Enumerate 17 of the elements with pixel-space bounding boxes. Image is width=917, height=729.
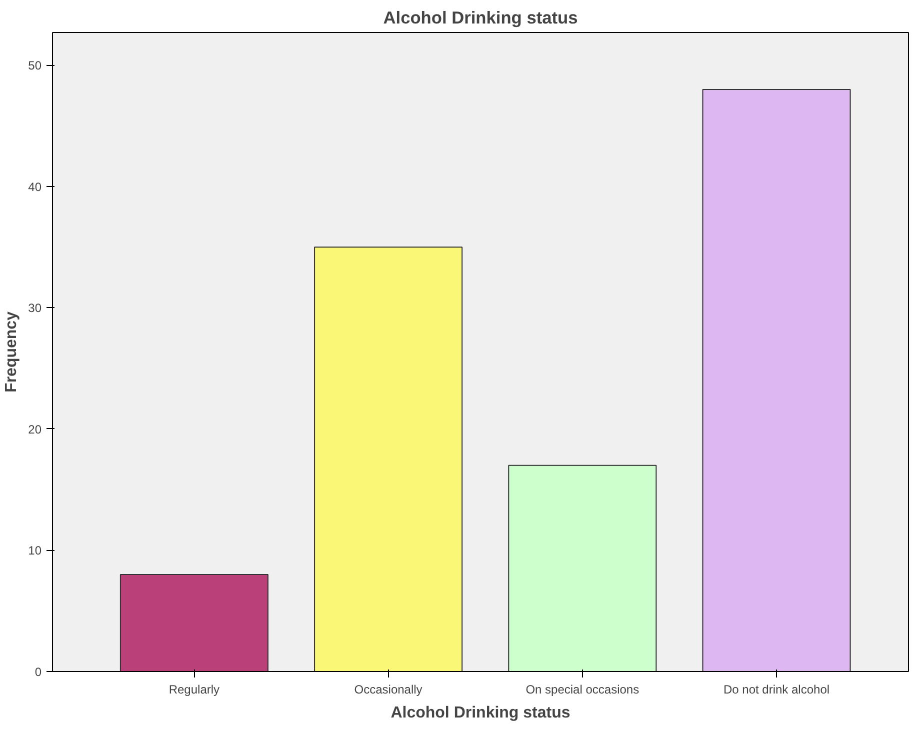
x-tick-label: Do not drink alcohol bbox=[723, 682, 830, 696]
x-tick-label: Occasionally bbox=[354, 682, 422, 696]
x-tick-label: Regularly bbox=[168, 682, 220, 696]
y-tick-label: 30 bbox=[28, 301, 42, 316]
x-tick-label: On special occasions bbox=[526, 682, 640, 696]
bar bbox=[508, 464, 657, 672]
y-axis-title: Frequency bbox=[3, 311, 20, 392]
x-axis-title: Alcohol Drinking status bbox=[390, 704, 570, 722]
y-tick-label: 40 bbox=[28, 180, 42, 194]
y-tick-label: 10 bbox=[28, 544, 42, 558]
y-tick-label: 50 bbox=[28, 58, 42, 73]
bar bbox=[702, 88, 851, 672]
y-tick-label: 0 bbox=[34, 665, 42, 679]
y-tick-label: 20 bbox=[28, 422, 42, 436]
bar bbox=[314, 246, 463, 672]
bar bbox=[120, 574, 268, 672]
chart-title: Alcohol Drinking status bbox=[383, 8, 578, 28]
